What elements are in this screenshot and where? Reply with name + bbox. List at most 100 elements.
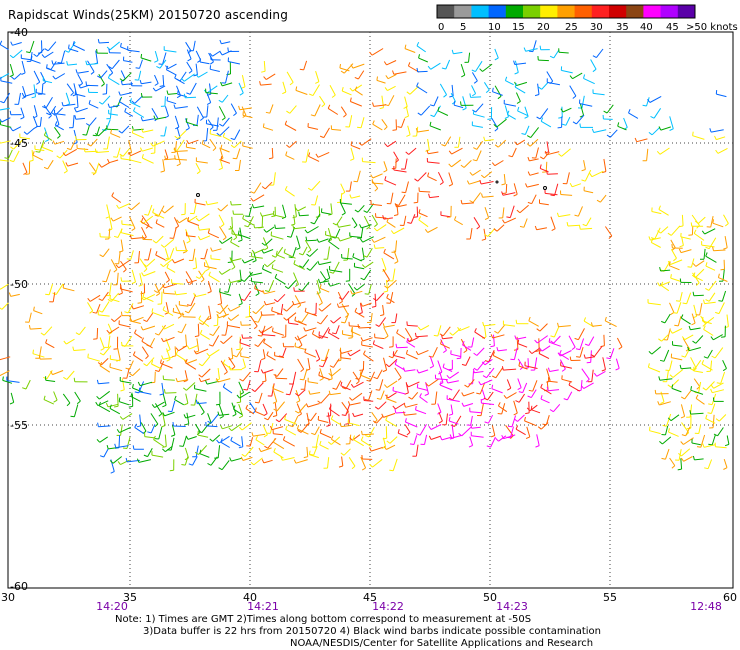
wind-barb-flag [271,306,273,312]
wind-barb [491,388,503,394]
wind-barb [141,340,153,349]
wind-barb [33,105,38,117]
wind-barb [123,60,133,63]
wind-barb [417,172,427,182]
wind-barb [176,151,181,165]
wind-barb [461,202,474,205]
wind-barb [129,101,141,108]
wind-barb [174,258,185,264]
wind-barb [712,222,724,228]
wind-barb [261,213,274,217]
wind-barb [404,158,408,170]
wind-barb-flag [406,338,410,343]
wind-barb [690,389,704,395]
wind-barb [487,391,494,401]
wind-barb [195,293,207,298]
wind-barb [206,380,220,385]
wind-barb [409,336,419,343]
wind-barb-flag [154,82,159,86]
wind-barb [257,359,262,372]
wind-barb [660,269,671,272]
wind-barb [309,454,319,459]
wind-barb [54,113,66,116]
wind-barb-flag [241,453,246,457]
wind-barb [141,226,147,238]
wind-barb-flag [392,351,395,356]
wind-barb-flag [205,380,208,385]
wind-barb [338,224,351,228]
wind-barb [132,368,141,377]
wind-barb [130,250,134,260]
wind-barb [242,114,253,119]
wind-barb [561,148,571,157]
wind-barb-flag [383,445,387,450]
wind-barb [116,272,119,285]
wind-barb-flag [229,457,232,462]
wind-barb [335,228,341,239]
wind-barb-flag [183,93,186,98]
wind-barb [572,72,583,80]
wind-barb [141,147,153,152]
wind-barb [147,204,153,216]
wind-barb [329,269,343,273]
wind-barb [163,336,175,343]
wind-barb-flag [263,434,268,438]
wind-barb [615,358,620,369]
wind-barb [201,356,211,367]
wind-barb-flag [394,261,399,264]
wind-barb-flag [704,467,709,470]
wind-barb [98,314,110,317]
wind-barb [121,232,134,237]
wind-barb-flag [263,229,267,233]
wind-barb-flag [120,311,123,316]
wind-barb-flag [297,413,302,417]
wind-barb [230,314,240,321]
wind-barb [194,388,207,392]
wind-barb-flag [330,415,334,420]
wind-barb [139,381,153,387]
wind-barb-flag [648,236,651,241]
wind-barb-flag [219,415,224,419]
wind-barb [434,391,438,405]
wind-barb-flag [517,387,522,391]
wind-barb [163,258,173,267]
wind-barb-flag [98,101,103,105]
wind-barb [330,203,333,215]
wind-barb [262,403,268,414]
wind-barb [374,337,385,340]
wind-barb [558,325,571,328]
wind-barb-flag [497,95,502,100]
wind-barb [480,379,493,386]
wind-barb-flag [618,346,623,350]
wind-barb [254,248,265,254]
wind-barb [513,183,518,195]
wind-barb-flag [373,376,378,380]
wind-barb [418,369,429,374]
wind-barb-flag [199,117,204,121]
wind-barb-flag [294,336,298,341]
wind-barb-flag [108,48,110,53]
wind-barb [316,279,321,293]
wind-barb [474,60,483,72]
wind-barb [721,290,727,302]
wind-barb [200,61,210,65]
wind-barb-flag [306,253,311,257]
wind-barb-flag [315,153,319,158]
wind-barb-flag [140,93,143,98]
wind-barb [386,380,398,389]
wind-barb [158,205,165,217]
wind-barb [463,403,474,407]
wind-barb [503,368,517,371]
wind-barb-flag [394,408,397,414]
wind-barb-flag [70,92,74,96]
wind-barb-flag [131,281,136,285]
wind-barb-flag [215,378,220,381]
wind-barb [99,390,111,400]
wind-barb [109,216,113,230]
wind-barb [219,290,223,304]
wind-barb [309,261,318,271]
wind-barb [415,444,419,457]
wind-barb [209,349,220,357]
wind-barb [604,320,617,328]
wind-barb-flag [671,465,676,469]
